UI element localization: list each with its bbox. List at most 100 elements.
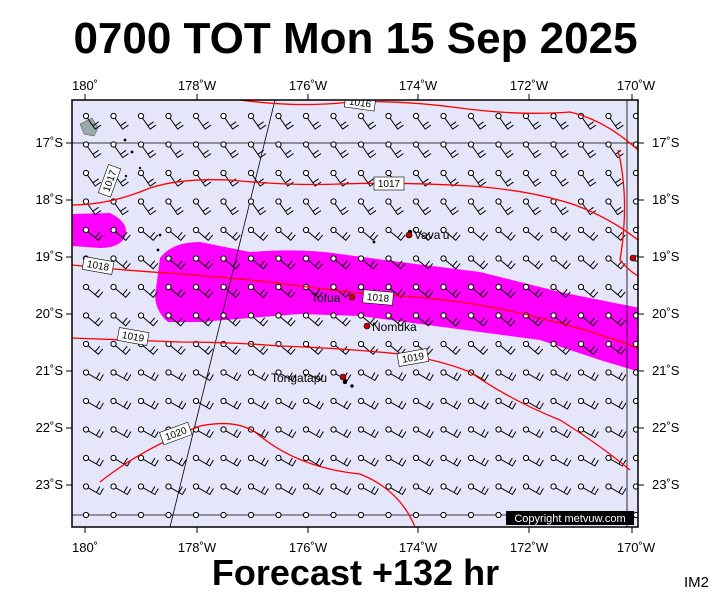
wind-barb [280, 259, 296, 270]
wind-barb-station [192, 141, 200, 148]
wind-barb-station [495, 369, 502, 376]
wind-barb [500, 400, 517, 410]
wind-barb-station [632, 426, 638, 433]
wind-barb [253, 457, 269, 467]
wind-barb [362, 203, 377, 216]
wind-barb-station [82, 340, 90, 348]
wind-barb-station [275, 369, 282, 376]
wind-barb [472, 316, 489, 327]
wind-barb-station [385, 397, 392, 405]
wind-barb-station [302, 426, 310, 433]
wind-barb [143, 429, 159, 439]
wind-barb [555, 486, 572, 496]
wind-barb-station [247, 198, 255, 205]
wind-barb-station [82, 198, 90, 205]
wind-barb-station [550, 112, 557, 120]
wind-barb [528, 400, 544, 410]
wind-barb-station [385, 255, 392, 262]
wind-barb-station [330, 198, 337, 205]
wind-barb-station [357, 426, 365, 433]
wind-barb-station [110, 369, 117, 376]
place-marker-tongatapu [339, 373, 347, 381]
wind-barb-station [82, 369, 90, 376]
map-title: 0700 TOT Mon 15 Sep 2025 [73, 14, 638, 63]
wind-barb-station [275, 198, 282, 205]
wind-barb [527, 316, 544, 327]
wind-barb [418, 486, 434, 496]
wind-barb [554, 146, 569, 159]
wind-barb-station [357, 340, 365, 348]
wind-barb-station [137, 454, 145, 462]
wind-barb-station [330, 454, 337, 462]
wind-barb-station [302, 198, 310, 205]
wind-barb-station [385, 226, 392, 234]
wind-barb [444, 146, 459, 159]
wind-barb-station [385, 511, 392, 519]
wind-barb-station [522, 340, 530, 348]
wind-barb [307, 203, 322, 216]
wind-barb [335, 457, 352, 467]
wind-barb-station [192, 397, 200, 405]
wind-barb [87, 146, 102, 159]
wind-barb-station [605, 169, 612, 177]
wind-barb [582, 259, 599, 270]
wind-barb-station [632, 283, 638, 291]
wind-barb [225, 372, 242, 382]
wind-barb-station [192, 312, 200, 319]
wind-barb-station [605, 112, 612, 120]
wind-barb [499, 146, 514, 159]
wind-barb-station [165, 198, 172, 205]
wind-barb [335, 316, 351, 327]
wind-barb-station [302, 511, 310, 519]
wind-barb-station [412, 141, 420, 148]
wind-barb [170, 372, 187, 382]
wind-barb-station [577, 426, 585, 433]
wind-barb-station [275, 454, 282, 462]
lat-label: 19˚S [36, 249, 64, 264]
wind-barb [527, 345, 544, 355]
wind-barb-station [385, 141, 392, 148]
wind-barb [473, 457, 489, 467]
wind-barb [197, 259, 214, 270]
wind-barb-station [110, 141, 117, 148]
wind-barb [527, 231, 544, 241]
wind-barb-station [137, 226, 145, 234]
wind-barb [335, 429, 352, 439]
wind-barb-station [577, 283, 585, 291]
wind-barb-station [137, 369, 145, 376]
wind-barb [87, 117, 102, 130]
wind-barb [527, 288, 544, 298]
wind-barb-station [247, 283, 255, 291]
wind-barb [225, 288, 241, 298]
wind-barb [389, 146, 404, 159]
wind-barb-station [330, 283, 337, 291]
wind-barb [362, 146, 377, 159]
wind-barb [252, 146, 267, 159]
wind-barb-station [110, 255, 117, 262]
place-label-vavau: Vava'u [414, 228, 449, 242]
lat-label: 17˚S [652, 135, 680, 150]
wind-barb-station [275, 483, 282, 490]
wind-barb-station [110, 312, 117, 319]
wind-barb [334, 203, 349, 216]
wind-barb [280, 457, 297, 467]
wind-barb-station [165, 283, 172, 291]
wind-barb [582, 316, 599, 327]
wind-barb [500, 231, 516, 241]
wind-barb [418, 400, 434, 410]
isobars [72, 100, 638, 527]
wind-barb [170, 259, 186, 270]
place-label-tongatapu: Tongatapu [271, 371, 327, 385]
wind-barb-station [440, 369, 447, 376]
wind-barb-station [247, 511, 255, 519]
wind-barb-station [220, 169, 227, 177]
wind-barb-station [440, 483, 447, 490]
lat-label: 19˚S [652, 249, 680, 264]
wind-barb-station [577, 340, 585, 348]
wind-barb-station [275, 141, 282, 148]
wind-barb [362, 117, 377, 130]
wind-barb [115, 400, 132, 410]
wind-barb-station [495, 511, 502, 519]
wind-barb [87, 231, 104, 241]
wind-barb-station [330, 483, 337, 490]
